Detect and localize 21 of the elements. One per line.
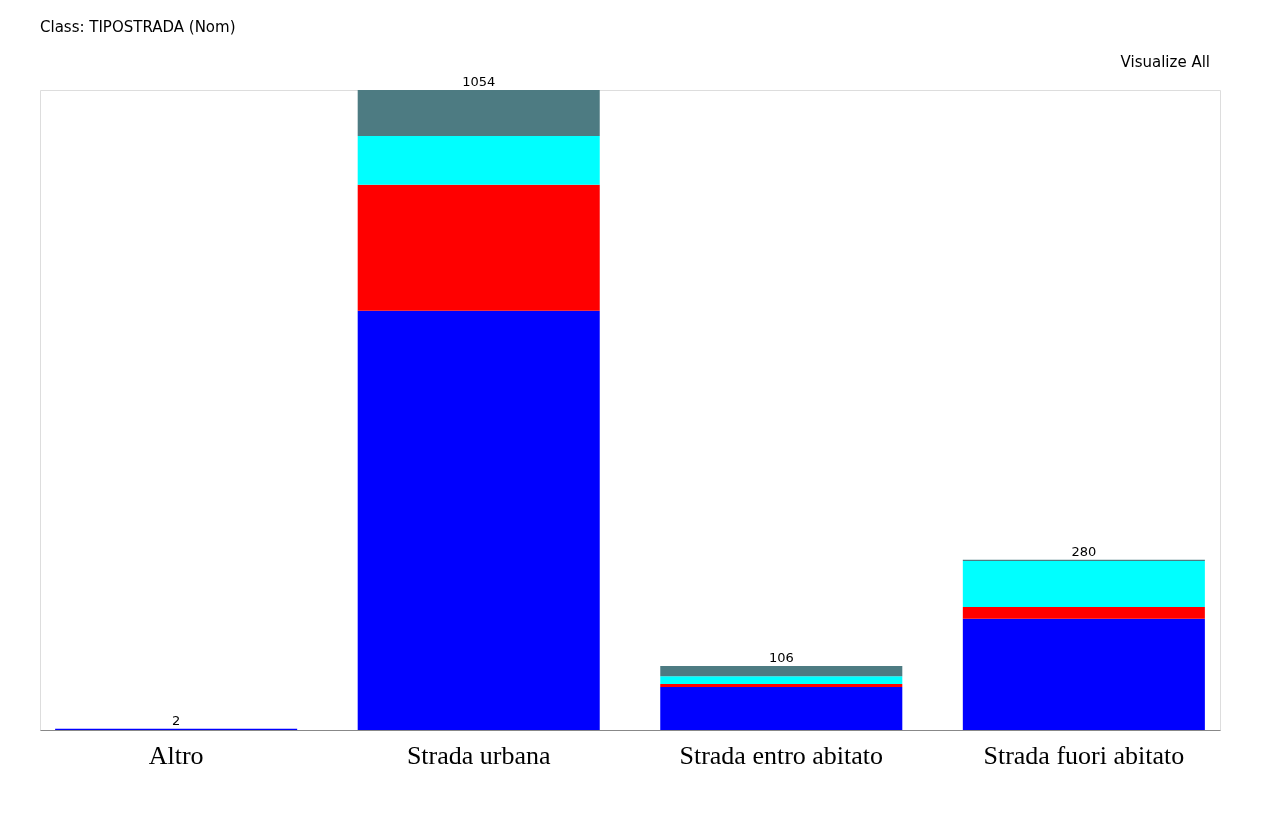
x-tick-label: Strada urbana xyxy=(406,740,551,770)
bar xyxy=(357,310,600,730)
bar xyxy=(357,184,600,311)
chart-title: Class: TIPOSTRADA (Nom) xyxy=(40,18,236,36)
annotation: 1054 xyxy=(462,74,496,89)
annotation: 106 xyxy=(768,650,794,665)
bar xyxy=(660,683,903,688)
x-tick-label: Strada entro abitato xyxy=(679,740,884,770)
bar xyxy=(660,676,903,684)
bar xyxy=(660,687,903,730)
bar xyxy=(660,666,903,677)
bar xyxy=(962,618,1205,730)
annotation: 280 xyxy=(1071,543,1097,559)
x-tick-label: Strada fuori abitato xyxy=(983,740,1185,770)
bar xyxy=(357,90,600,137)
bar xyxy=(357,136,600,185)
bar xyxy=(962,607,1205,619)
x-tick-label: Altro xyxy=(148,740,204,770)
text: Visualize All xyxy=(1120,53,1210,71)
annotation: 2 xyxy=(172,712,181,728)
bar xyxy=(962,561,1205,608)
